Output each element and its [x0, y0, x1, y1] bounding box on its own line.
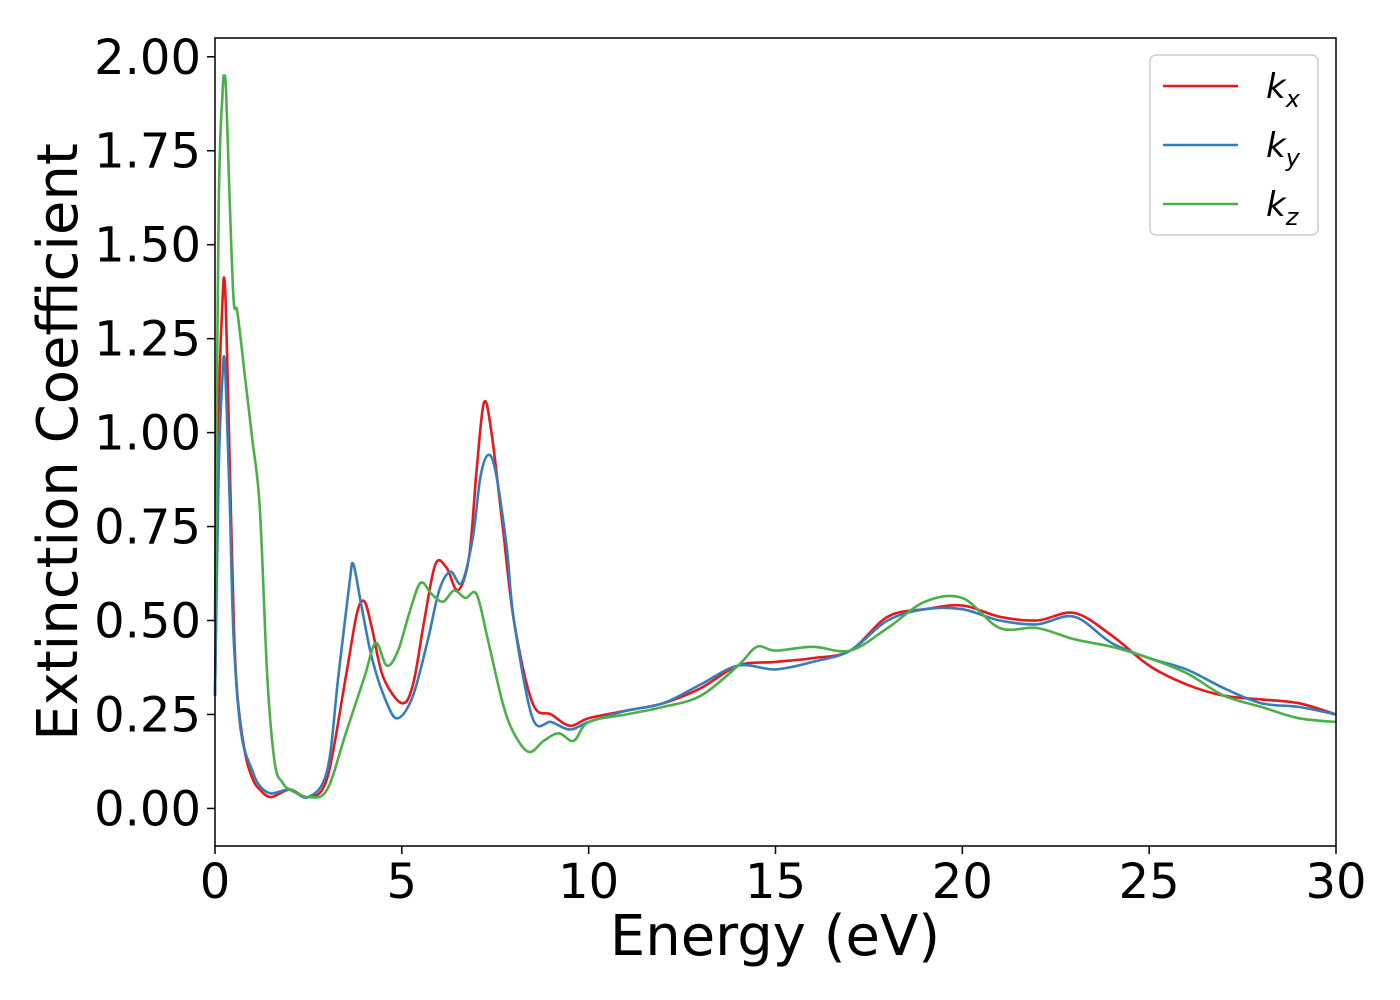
x-axis-title: Energy (eV): [610, 904, 940, 969]
x-tick-label: 15: [745, 854, 806, 910]
x-axis-ticks: 0 5 10 15 20 25 30: [200, 846, 1367, 910]
y-tick-label: 2.00: [94, 30, 201, 86]
y-tick-label: 0.50: [94, 594, 201, 650]
series-line-z: [213, 74, 1337, 799]
x-tick-label: 30: [1305, 854, 1366, 910]
series-layer: [213, 74, 1337, 800]
x-tick-label: 0: [200, 854, 231, 910]
y-tick-label: 0.00: [94, 781, 201, 837]
y-tick-label: 1.50: [94, 218, 201, 274]
x-tick-label: 10: [558, 854, 619, 910]
x-tick-label: 25: [1119, 854, 1180, 910]
y-tick-label: 0.75: [94, 500, 201, 556]
y-tick-label: 0.25: [94, 687, 201, 743]
x-tick-label: 20: [932, 854, 993, 910]
x-tick-label: 5: [387, 854, 418, 910]
y-axis-ticks: 0.00 0.25 0.50 0.75 1.00 1.25 1.50 1.75 2.00: [94, 30, 215, 837]
y-tick-label: 1.00: [94, 406, 201, 462]
legend-subscript: z: [1285, 203, 1300, 231]
series-line-y: [213, 355, 1337, 800]
y-tick-label: 1.25: [94, 312, 201, 368]
y-tick-label: 1.75: [94, 124, 201, 180]
y-axis-title: Extinction Coefficient: [26, 143, 91, 741]
legend-subscript: x: [1285, 85, 1301, 113]
legend-subscript: y: [1285, 144, 1301, 172]
